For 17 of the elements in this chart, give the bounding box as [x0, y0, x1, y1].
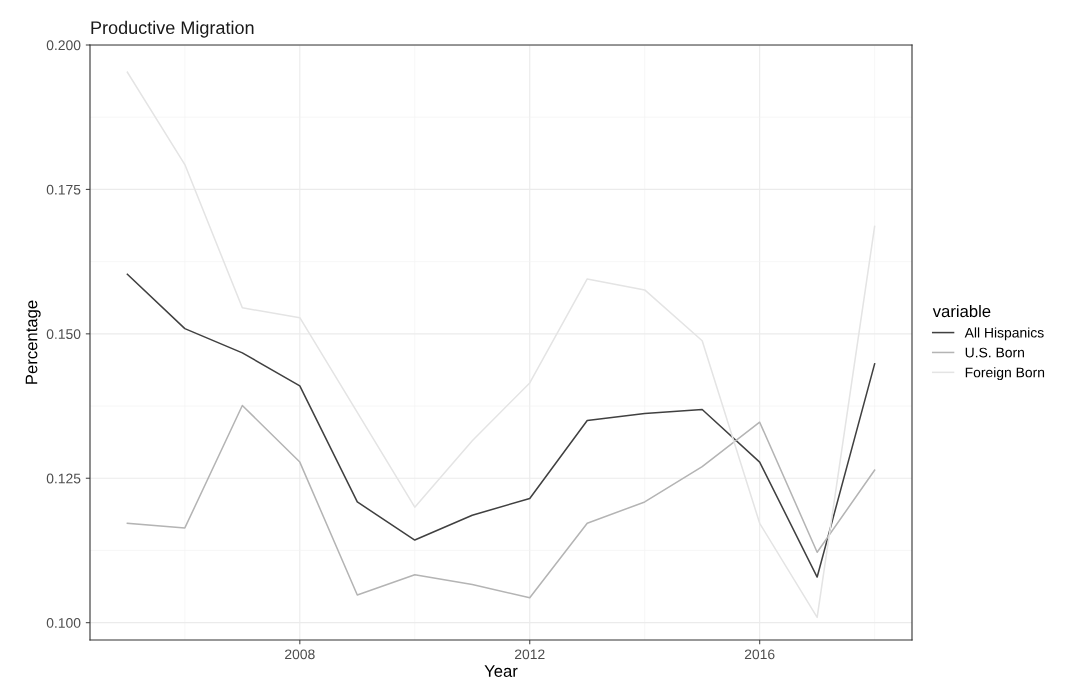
- line-series: [126, 404, 876, 599]
- y-tick-label: 0.100: [46, 618, 81, 628]
- x-tick-label: 2008: [285, 649, 315, 660]
- legend-label: U.S. Born: [965, 347, 1024, 358]
- x-tick-label: 2012: [514, 649, 545, 660]
- legend-title: variable: [932, 304, 991, 318]
- y-tick-label: 0.150: [46, 329, 81, 339]
- chart-title: Productive Migration: [91, 20, 254, 38]
- legend-label: All Hispanics: [964, 327, 1044, 341]
- y-tick-label: 0.125: [46, 473, 81, 484]
- x-axis-title: Year: [484, 665, 518, 677]
- legend-label: Foreign Born: [965, 367, 1045, 381]
- y-axis-title: Percentage: [25, 300, 41, 384]
- y-tick-label: 0.200: [46, 40, 81, 51]
- x-tick-label: 2016: [744, 649, 775, 660]
- line-series: [126, 273, 876, 578]
- y-tick-label: 0.175: [46, 184, 81, 195]
